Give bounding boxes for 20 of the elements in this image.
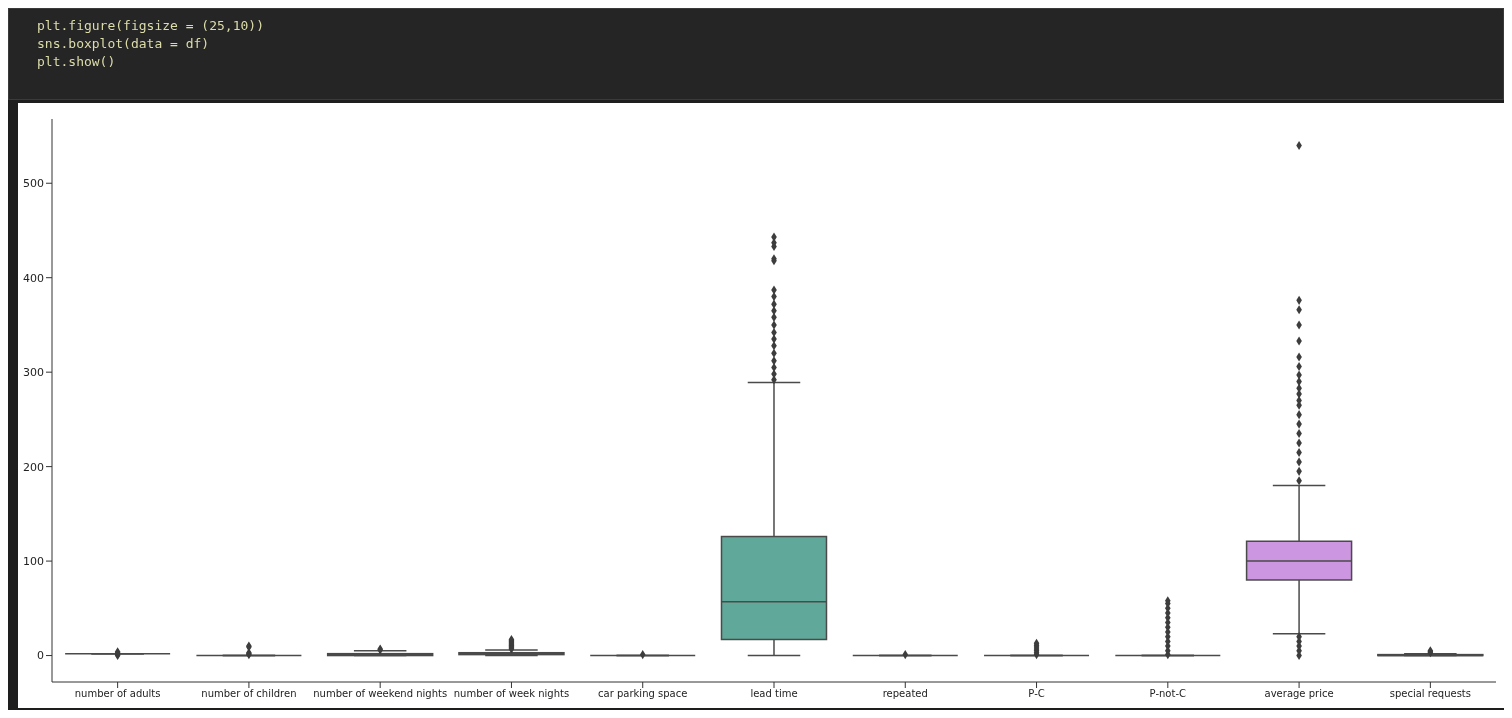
y-tick-label: 400 bbox=[23, 271, 44, 285]
x-tick-label: average price bbox=[1264, 688, 1334, 700]
y-tick-label: 100 bbox=[23, 554, 44, 568]
x-tick-label: P-not-C bbox=[1149, 688, 1187, 700]
x-tick-label: car parking space bbox=[598, 688, 688, 700]
x-tick-label: special requests bbox=[1389, 688, 1472, 700]
text: plt.show() bbox=[37, 53, 117, 71]
y-tick-label: 0 bbox=[37, 649, 44, 663]
x-tick-label: repeated bbox=[882, 688, 928, 700]
text: plt.figure(figsize = (25,10)) bbox=[37, 17, 265, 35]
x-tick-label: P-C bbox=[1028, 688, 1045, 700]
x-tick-label: number of children bbox=[201, 688, 297, 700]
y-tick-label: 300 bbox=[23, 366, 44, 380]
x-tick-label: number of week nights bbox=[453, 688, 570, 700]
x-tick-label: lead time bbox=[750, 688, 798, 700]
x-tick-label: number of adults bbox=[74, 688, 161, 700]
y-tick-label: 500 bbox=[23, 177, 44, 191]
text: sns.boxplot(data = df) bbox=[37, 35, 211, 53]
y-tick-label: 200 bbox=[23, 460, 44, 474]
x-tick-label: number of weekend nights bbox=[313, 688, 448, 700]
